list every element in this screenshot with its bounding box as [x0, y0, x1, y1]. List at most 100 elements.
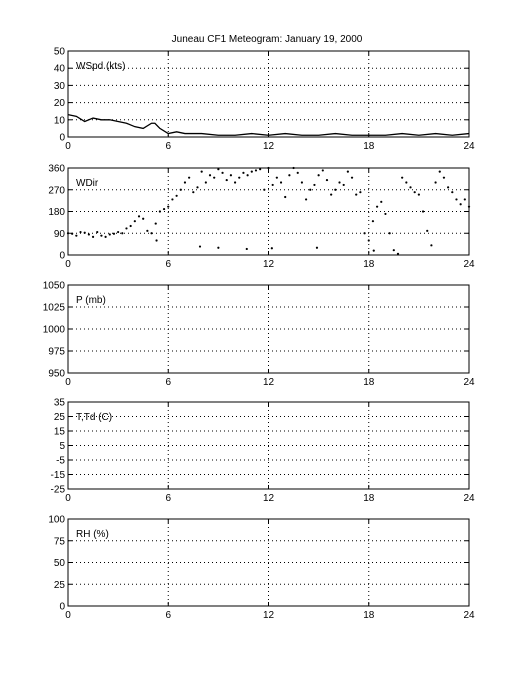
data-point	[380, 200, 383, 203]
y-tick-label: 0	[59, 133, 65, 144]
x-tick-label: 6	[165, 377, 171, 388]
data-point	[426, 229, 429, 232]
y-tick-label: 75	[54, 536, 66, 547]
data-point	[133, 220, 136, 223]
x-tick-label: 12	[263, 493, 275, 504]
y-tick-label: 950	[48, 369, 65, 380]
x-tick-label: 24	[463, 493, 475, 504]
data-point	[192, 191, 195, 194]
y-tick-label: 15	[54, 427, 66, 438]
x-tick-label: 0	[65, 141, 71, 152]
y-tick-label: 360	[48, 164, 65, 175]
y-tick-label: 50	[54, 47, 66, 58]
data-point	[75, 234, 78, 237]
data-point	[438, 170, 441, 173]
y-tick-label: 1000	[43, 325, 66, 336]
data-point	[225, 178, 228, 182]
data-point	[250, 170, 253, 173]
x-tick-label: 6	[165, 259, 171, 270]
y-tick-label: 180	[48, 207, 65, 218]
data-point	[350, 176, 354, 179]
data-point	[117, 230, 120, 234]
data-point	[275, 176, 278, 179]
panel-3: 0 6 12 18 24 -25 -15 -5 5 15 25 35 T,Td (C)	[51, 398, 475, 505]
data-point	[198, 245, 202, 248]
data-point	[442, 176, 446, 179]
data-point	[96, 230, 99, 234]
data-point	[413, 191, 416, 194]
data-point	[296, 171, 299, 174]
data-point	[338, 181, 341, 184]
data-point	[309, 188, 312, 191]
y-tick-label: 25	[54, 412, 66, 423]
data-point	[221, 171, 224, 174]
data-point	[259, 168, 262, 171]
data-point	[79, 230, 82, 234]
x-tick-label: 12	[263, 141, 275, 152]
data-point	[321, 169, 324, 172]
data-point	[284, 195, 287, 199]
data-point	[346, 170, 349, 173]
data-point	[315, 246, 319, 249]
data-point	[367, 239, 370, 242]
y-tick-label: -5	[56, 456, 65, 467]
data-point	[409, 186, 412, 189]
data-point	[208, 174, 212, 177]
data-point	[317, 174, 320, 177]
x-tick-label: 18	[363, 610, 375, 621]
x-tick-label: 18	[363, 259, 375, 270]
data-point	[142, 217, 145, 220]
data-point	[392, 249, 395, 252]
data-point	[242, 171, 245, 174]
data-point	[125, 227, 128, 230]
panel-label: T,Td (C)	[76, 412, 112, 423]
x-tick-label: 0	[65, 493, 71, 504]
data-point	[463, 198, 466, 201]
data-point	[384, 212, 387, 216]
data-point	[188, 176, 191, 179]
data-point	[200, 170, 203, 173]
data-point	[171, 198, 174, 201]
data-point	[455, 198, 458, 201]
panel-0: 0 6 12 18 24 0 10 20 30 40 50 WSpd (kts)	[54, 47, 475, 153]
y-tick-label: 20	[54, 98, 66, 109]
data-point	[233, 181, 237, 184]
data-point	[167, 205, 170, 208]
data-point	[129, 224, 132, 228]
data-point	[405, 181, 408, 184]
x-tick-label: 0	[65, 377, 71, 388]
x-tick-label: 24	[463, 377, 475, 388]
panel-1: 0 6 12 18 24 0 90 180 270 360 WDir	[48, 164, 475, 271]
y-tick-label: 975	[48, 347, 65, 358]
data-point	[100, 234, 103, 237]
data-point	[325, 178, 329, 182]
x-tick-label: 12	[263, 610, 275, 621]
data-point	[175, 194, 178, 197]
data-point	[396, 252, 400, 255]
data-point	[196, 186, 199, 189]
x-tick-label: 24	[463, 610, 475, 621]
x-tick-label: 18	[363, 377, 375, 388]
data-point	[451, 191, 454, 194]
data-point	[371, 220, 375, 223]
data-point	[245, 247, 248, 251]
y-tick-label: 40	[54, 64, 66, 75]
panel-label: RH (%)	[76, 529, 109, 540]
data-point	[121, 232, 124, 235]
data-point	[213, 176, 216, 179]
x-tick-label: 6	[165, 141, 171, 152]
data-point	[401, 176, 404, 179]
data-point	[288, 174, 291, 177]
data-point	[363, 232, 366, 235]
data-point	[108, 233, 111, 236]
x-tick-label: 18	[363, 493, 375, 504]
data-point	[155, 239, 158, 242]
data-point	[430, 244, 433, 247]
data-point	[91, 235, 95, 238]
series-line	[67, 114, 470, 136]
y-tick-label: 1025	[43, 303, 66, 314]
panel-label: WDir	[76, 178, 99, 189]
data-point	[229, 174, 233, 177]
